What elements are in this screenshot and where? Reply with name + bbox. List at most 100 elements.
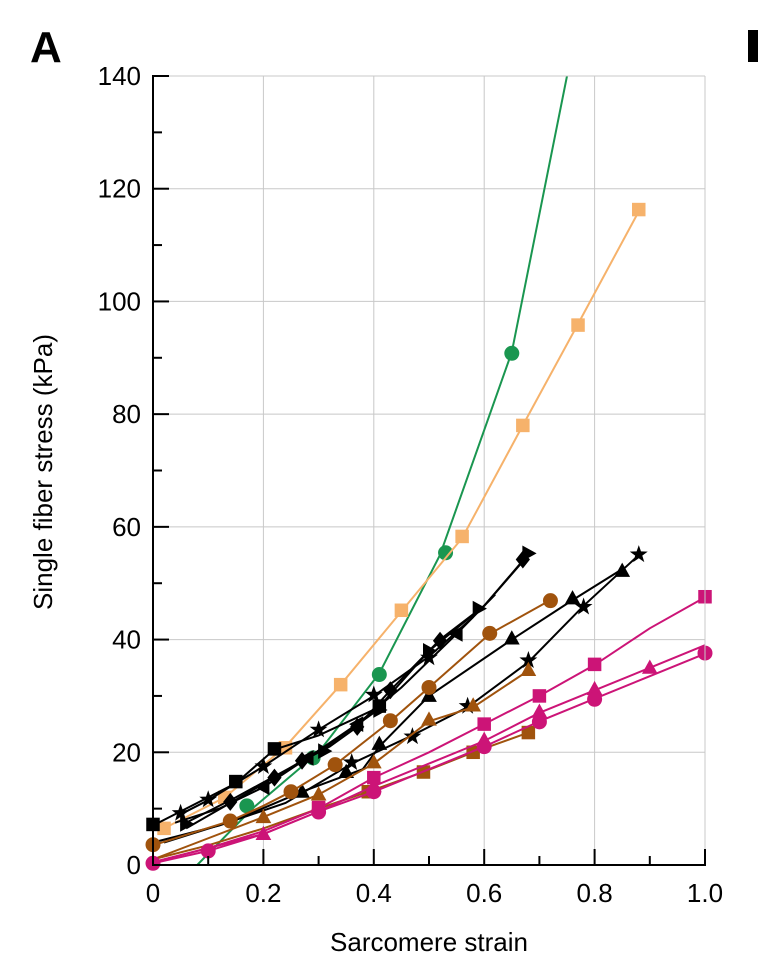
data-point — [632, 202, 646, 217]
data-point — [283, 784, 299, 800]
data-point — [504, 345, 520, 361]
series-7 — [174, 593, 496, 824]
data-point — [310, 786, 327, 801]
data-point — [403, 727, 422, 745]
data-point — [629, 545, 648, 563]
y-axis-title: Single fiber stress (kPa) — [28, 334, 58, 610]
data-point — [421, 679, 437, 695]
series-line — [152, 669, 529, 861]
data-point — [382, 713, 398, 729]
data-point — [586, 680, 603, 696]
series-11 — [152, 661, 537, 861]
data-point — [520, 661, 537, 677]
next-panel-label-fragment — [748, 30, 758, 62]
series-line — [163, 210, 640, 830]
panel-label: A — [30, 23, 62, 72]
x-tick-label: 0.8 — [577, 878, 613, 908]
data-point — [223, 792, 238, 811]
data-point — [267, 742, 282, 756]
axes: 0 20 40 60 80 100 120 140 0 0.2 0.4 0.6 0.8 1.0 — [98, 61, 723, 908]
data-point — [587, 657, 602, 672]
data-point — [327, 757, 343, 773]
data-point — [255, 808, 272, 824]
data-point — [571, 318, 585, 332]
x-tick-label: 0.2 — [245, 878, 281, 908]
data-point — [458, 696, 477, 714]
data-point — [482, 625, 498, 641]
series-line — [152, 596, 706, 864]
x-tick-label: 0.4 — [356, 878, 392, 908]
series-4 — [171, 616, 474, 821]
data-point — [348, 716, 364, 732]
data-point — [199, 790, 218, 808]
series-line — [185, 560, 524, 830]
data-point — [477, 717, 491, 731]
data-point — [255, 779, 270, 796]
series-layer — [145, 76, 713, 871]
data-point — [542, 593, 558, 609]
data-point — [614, 562, 631, 577]
data-point — [476, 739, 492, 755]
y-tick-label: 120 — [98, 174, 141, 204]
y-tick-label: 0 — [127, 850, 141, 880]
data-point — [255, 825, 272, 841]
series-15 — [145, 645, 713, 871]
data-point — [299, 750, 314, 766]
data-point — [519, 651, 538, 668]
data-point — [367, 770, 381, 785]
data-point — [641, 659, 658, 674]
y-tick-label: 20 — [112, 737, 141, 767]
series-line — [152, 644, 706, 864]
data-point — [157, 821, 171, 836]
data-point — [564, 590, 581, 605]
series-13 — [152, 589, 712, 864]
x-tick-label: 0.6 — [466, 878, 502, 908]
data-point — [455, 529, 469, 544]
series-10 — [145, 593, 558, 853]
series-14 — [152, 644, 706, 864]
data-point — [438, 545, 454, 561]
series-2 — [157, 202, 646, 836]
data-point — [574, 597, 593, 615]
data-point — [333, 677, 348, 692]
data-point — [521, 725, 536, 740]
grid — [153, 75, 706, 865]
data-point — [365, 754, 382, 769]
data-point — [532, 689, 547, 703]
data-point — [465, 697, 482, 712]
data-point — [421, 711, 437, 726]
data-point — [503, 630, 520, 645]
data-point — [311, 804, 327, 820]
y-tick-label: 100 — [98, 286, 141, 316]
data-point — [309, 720, 328, 738]
data-point — [516, 418, 530, 433]
y-tick-label: 60 — [112, 512, 141, 542]
data-point — [254, 757, 273, 774]
y-tick-label: 80 — [112, 399, 141, 429]
data-point — [239, 798, 255, 814]
data-point — [531, 703, 548, 718]
data-point — [342, 753, 361, 770]
data-point — [448, 626, 463, 642]
data-point — [222, 813, 238, 829]
x-axis-title: Sarcomere strain — [330, 927, 528, 957]
data-point — [371, 735, 388, 750]
data-point — [420, 648, 438, 666]
data-point — [338, 763, 355, 779]
y-tick-label: 140 — [98, 61, 141, 91]
data-point — [587, 691, 603, 707]
x-tick-label: 1.0 — [687, 878, 723, 908]
data-point — [364, 685, 383, 703]
y-tick-label: 40 — [112, 625, 141, 655]
data-point — [294, 783, 310, 798]
data-point — [171, 803, 190, 821]
series-line — [174, 593, 496, 824]
data-point — [515, 550, 530, 569]
data-point — [371, 667, 387, 683]
data-point — [200, 843, 216, 859]
x-tick-label: 0 — [146, 878, 160, 908]
data-point — [394, 603, 409, 618]
series-line — [152, 652, 706, 865]
series-1 — [196, 76, 568, 866]
